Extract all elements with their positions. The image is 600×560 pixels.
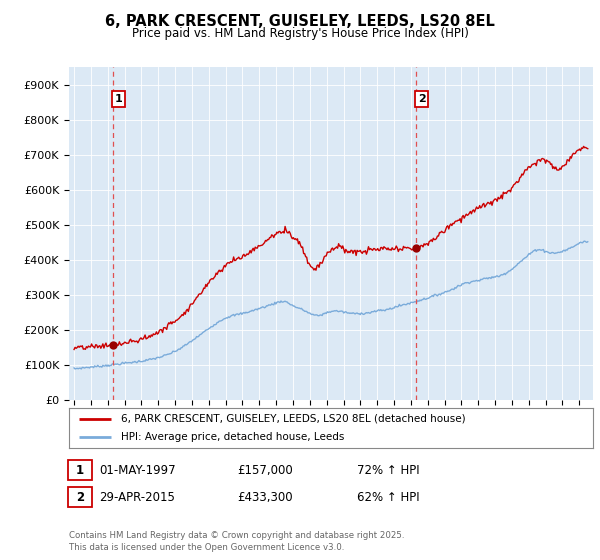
Text: Contains HM Land Registry data © Crown copyright and database right 2025.
This d: Contains HM Land Registry data © Crown c… [69,531,404,552]
Text: Price paid vs. HM Land Registry's House Price Index (HPI): Price paid vs. HM Land Registry's House … [131,27,469,40]
Text: 62% ↑ HPI: 62% ↑ HPI [357,491,419,504]
Text: 2: 2 [418,94,425,104]
Text: 29-APR-2015: 29-APR-2015 [99,491,175,504]
Text: 01-MAY-1997: 01-MAY-1997 [99,464,176,477]
Text: HPI: Average price, detached house, Leeds: HPI: Average price, detached house, Leed… [121,432,345,442]
Text: 72% ↑ HPI: 72% ↑ HPI [357,464,419,477]
Text: £157,000: £157,000 [237,464,293,477]
Text: 2: 2 [76,491,84,504]
Text: 1: 1 [115,94,122,104]
Text: 6, PARK CRESCENT, GUISELEY, LEEDS, LS20 8EL: 6, PARK CRESCENT, GUISELEY, LEEDS, LS20 … [105,14,495,29]
Text: £433,300: £433,300 [237,491,293,504]
Text: 1: 1 [76,464,84,477]
Text: 6, PARK CRESCENT, GUISELEY, LEEDS, LS20 8EL (detached house): 6, PARK CRESCENT, GUISELEY, LEEDS, LS20 … [121,414,466,423]
